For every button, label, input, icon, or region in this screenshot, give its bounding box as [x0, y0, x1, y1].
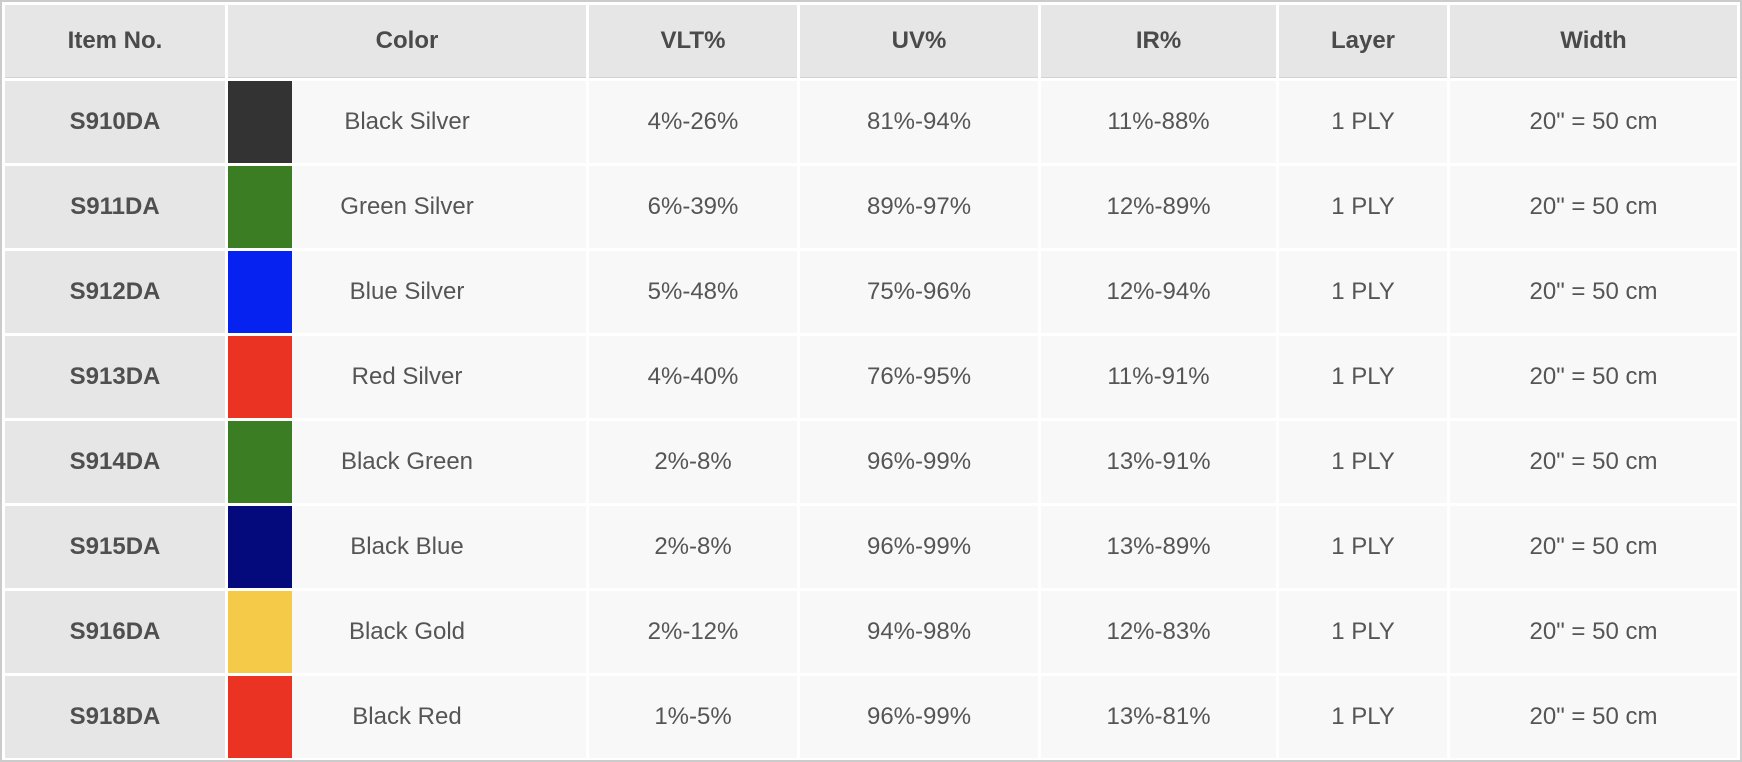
uv-cell: 81%-94%: [800, 81, 1038, 163]
layer-cell: 1 PLY: [1279, 421, 1447, 503]
color-name: Red Silver: [351, 363, 463, 390]
column-header-width: Width: [1450, 5, 1737, 78]
uv-cell: 76%-95%: [800, 336, 1038, 418]
color-name: Black Green: [340, 448, 474, 475]
table-row: S915DA Black Blue 2%-8% 96%-99% 13%-89% 1 PLY…: [5, 506, 1737, 588]
color-cell: Red Silver: [228, 336, 586, 418]
table-row: S912DA Blue Silver 5%-48% 75%-96% 12%-94% 1 P…: [5, 251, 1737, 333]
uv-cell: 89%-97%: [800, 166, 1038, 248]
item-no-cell: S916DA: [5, 591, 225, 673]
color-cell: Black Red: [228, 676, 586, 758]
color-swatch: [228, 421, 292, 503]
color-swatch: [228, 336, 292, 418]
width-cell: 20" = 50 cm: [1450, 251, 1737, 333]
uv-cell: 96%-99%: [800, 421, 1038, 503]
uv-cell: 96%-99%: [800, 676, 1038, 758]
vlt-cell: 4%-40%: [589, 336, 797, 418]
ir-cell: 13%-91%: [1041, 421, 1276, 503]
item-no-cell: S918DA: [5, 676, 225, 758]
item-no-cell: S910DA: [5, 81, 225, 163]
vlt-cell: 1%-5%: [589, 676, 797, 758]
width-cell: 20" = 50 cm: [1450, 591, 1737, 673]
table-header: Item No. Color VLT% UV% IR% Layer Width: [5, 5, 1737, 78]
vlt-cell: 2%-8%: [589, 421, 797, 503]
ir-cell: 12%-83%: [1041, 591, 1276, 673]
item-no-cell: S911DA: [5, 166, 225, 248]
color-swatch: [228, 506, 292, 588]
color-cell: Black Green: [228, 421, 586, 503]
column-header-ir: IR%: [1041, 5, 1276, 78]
ir-cell: 11%-91%: [1041, 336, 1276, 418]
width-cell: 20" = 50 cm: [1450, 166, 1737, 248]
vlt-cell: 6%-39%: [589, 166, 797, 248]
color-cell: Black Gold: [228, 591, 586, 673]
ir-cell: 12%-89%: [1041, 166, 1276, 248]
table-body: S910DA Black Silver 4%-26% 81%-94% 11%-88% 1 …: [5, 81, 1737, 758]
column-header-vlt: VLT%: [589, 5, 797, 78]
width-cell: 20" = 50 cm: [1450, 81, 1737, 163]
vlt-cell: 2%-12%: [589, 591, 797, 673]
width-cell: 20" = 50 cm: [1450, 336, 1737, 418]
color-swatch: [228, 166, 292, 248]
ir-cell: 13%-89%: [1041, 506, 1276, 588]
uv-cell: 94%-98%: [800, 591, 1038, 673]
header-row: Item No. Color VLT% UV% IR% Layer Width: [5, 5, 1737, 78]
column-header-color: Color: [228, 5, 586, 78]
uv-cell: 96%-99%: [800, 506, 1038, 588]
item-no-cell: S912DA: [5, 251, 225, 333]
width-cell: 20" = 50 cm: [1450, 506, 1737, 588]
layer-cell: 1 PLY: [1279, 166, 1447, 248]
color-cell: Green Silver: [228, 166, 586, 248]
item-no-cell: S915DA: [5, 506, 225, 588]
color-cell: Black Silver: [228, 81, 586, 163]
color-swatch: [228, 676, 292, 758]
layer-cell: 1 PLY: [1279, 506, 1447, 588]
ir-cell: 13%-81%: [1041, 676, 1276, 758]
width-cell: 20" = 50 cm: [1450, 421, 1737, 503]
color-name: Black Red: [352, 703, 462, 730]
vlt-cell: 5%-48%: [589, 251, 797, 333]
item-no-cell: S914DA: [5, 421, 225, 503]
table-row: S916DA Black Gold 2%-12% 94%-98% 12%-83% 1 PL…: [5, 591, 1737, 673]
ir-cell: 12%-94%: [1041, 251, 1276, 333]
column-header-item-no: Item No.: [5, 5, 225, 78]
layer-cell: 1 PLY: [1279, 676, 1447, 758]
table-row: S911DA Green Silver 6%-39% 89%-97% 12%-89% 1 …: [5, 166, 1737, 248]
color-name: Blue Silver: [349, 278, 465, 305]
color-name: Black Blue: [350, 533, 464, 560]
color-swatch: [228, 81, 292, 163]
color-swatch: [228, 591, 292, 673]
color-swatch: [228, 251, 292, 333]
table-row: S914DA Black Green 2%-8% 96%-99% 13%-91% 1 PL…: [5, 421, 1737, 503]
color-name: Black Silver: [344, 108, 470, 135]
color-name: Green Silver: [340, 193, 474, 220]
layer-cell: 1 PLY: [1279, 591, 1447, 673]
uv-cell: 75%-96%: [800, 251, 1038, 333]
table-row: S913DA Red Silver 4%-40% 76%-95% 11%-91% 1 PL…: [5, 336, 1737, 418]
column-header-layer: Layer: [1279, 5, 1447, 78]
layer-cell: 1 PLY: [1279, 336, 1447, 418]
color-cell: Blue Silver: [228, 251, 586, 333]
vlt-cell: 4%-26%: [589, 81, 797, 163]
color-name: Black Gold: [348, 618, 466, 645]
width-cell: 20" = 50 cm: [1450, 676, 1737, 758]
layer-cell: 1 PLY: [1279, 251, 1447, 333]
color-cell: Black Blue: [228, 506, 586, 588]
vlt-cell: 2%-8%: [589, 506, 797, 588]
table-row: S910DA Black Silver 4%-26% 81%-94% 11%-88% 1 …: [5, 81, 1737, 163]
item-no-cell: S913DA: [5, 336, 225, 418]
column-header-uv: UV%: [800, 5, 1038, 78]
ir-cell: 11%-88%: [1041, 81, 1276, 163]
table-row: S918DA Black Red 1%-5% 96%-99% 13%-81% 1 PLY 2…: [5, 676, 1737, 758]
layer-cell: 1 PLY: [1279, 81, 1447, 163]
